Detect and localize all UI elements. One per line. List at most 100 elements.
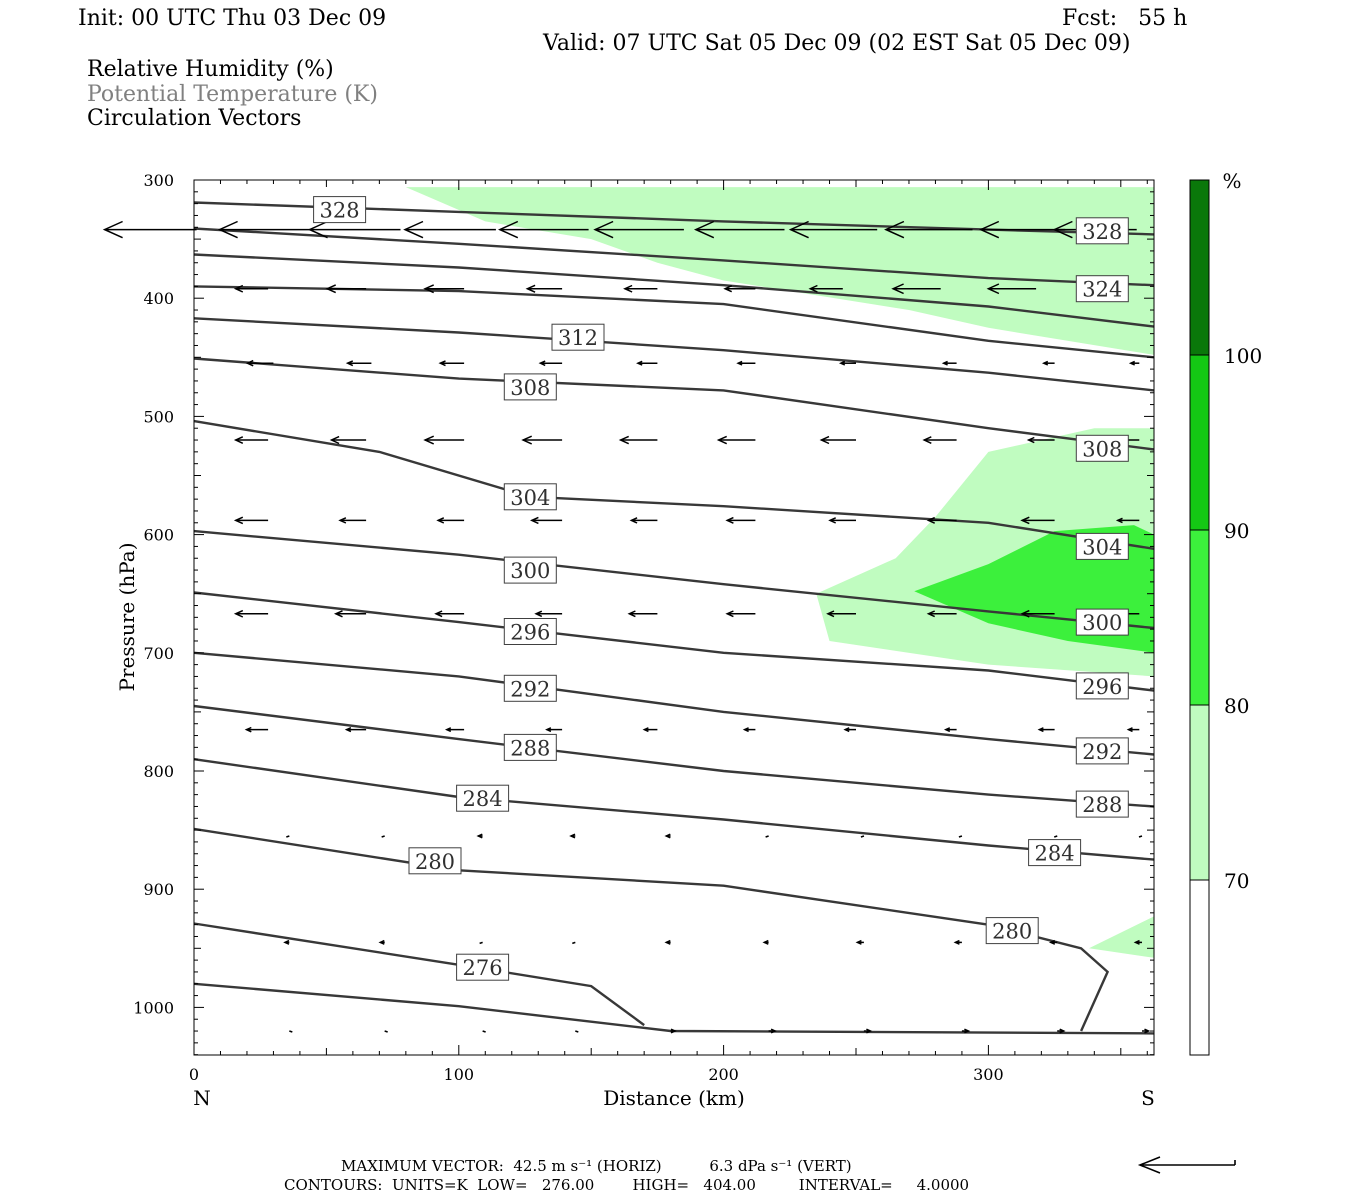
- vector-head: [245, 359, 254, 367]
- vector-head: [1048, 939, 1056, 945]
- vector-head: [476, 833, 483, 839]
- wind-vector: [444, 727, 465, 733]
- vector-head: [943, 727, 951, 733]
- vector-shaft: [286, 835, 290, 838]
- wind-vector: [525, 284, 563, 293]
- vector-head: [642, 727, 649, 733]
- vector-shaft: [860, 835, 865, 838]
- y-axis-title: Pressure (hPa): [115, 543, 139, 692]
- wind-vector: [826, 610, 856, 618]
- wind-vector: [742, 727, 756, 733]
- contour-label-280: 280: [408, 847, 462, 875]
- contour-label-text: 300: [510, 559, 550, 583]
- vector-head: [569, 833, 576, 839]
- wind-vector: [1020, 609, 1055, 618]
- contour-label-box: [985, 917, 1039, 945]
- wind-vector: [102, 220, 197, 239]
- wind-vector: [926, 610, 957, 618]
- wind-vector: [618, 435, 658, 445]
- vector-head: [978, 220, 1000, 239]
- wind-vector: [941, 360, 957, 366]
- wind-vector: [922, 436, 957, 444]
- vector-head: [770, 1028, 777, 1034]
- colorbar-unit: %: [1222, 169, 1241, 193]
- y-tick-label: 1000: [133, 998, 174, 1017]
- wind-vector: [768, 1028, 777, 1034]
- vector-shaft: [575, 1030, 579, 1033]
- vector-head: [819, 435, 830, 445]
- wind-vector: [1057, 1028, 1066, 1034]
- contour-label-300: 300: [1075, 608, 1129, 636]
- wind-vector: [545, 727, 563, 733]
- wind-vector: [345, 360, 372, 367]
- theta-contour-324: [193, 227, 1155, 287]
- contour-label-304: 304: [503, 483, 557, 511]
- contour-label-box: [1028, 839, 1082, 867]
- colorbar-level-label: 100: [1224, 344, 1262, 368]
- wind-vector: [423, 284, 465, 294]
- contour-label-text: 284: [1035, 842, 1075, 866]
- vector-head: [1020, 609, 1030, 618]
- vector-head: [891, 283, 904, 295]
- forecast-hour: Fcst: 55 h: [1062, 6, 1188, 31]
- vector-head: [664, 833, 671, 839]
- vector-head: [436, 517, 445, 524]
- colorbar-segment: [1190, 705, 1209, 880]
- theta-contour-292: [193, 651, 1155, 756]
- vector-head: [423, 435, 435, 445]
- wind-vector: [863, 1028, 873, 1034]
- x-tick-label: 200: [708, 1065, 739, 1084]
- wind-vector: [762, 939, 769, 945]
- vector-head: [545, 727, 552, 733]
- contour-label-text: 324: [1082, 278, 1122, 302]
- contour-label-text: 288: [1082, 793, 1122, 817]
- contour-label-296: 296: [1075, 672, 1129, 700]
- vector-head: [529, 516, 539, 525]
- wind-vector: [664, 833, 671, 839]
- wind-vector: [344, 727, 367, 733]
- wind-vector: [1041, 360, 1055, 366]
- vector-head: [884, 220, 905, 239]
- vector-head: [670, 1028, 677, 1034]
- wind-vector: [289, 1030, 293, 1033]
- wind-vector: [736, 360, 756, 366]
- wind-vector: [725, 516, 756, 524]
- contour-label-280: 280: [985, 917, 1039, 945]
- theta-contour-276: [193, 922, 645, 1027]
- wind-vector: [961, 1028, 971, 1034]
- contour-label-box: [1075, 737, 1129, 765]
- vector-head: [525, 284, 536, 293]
- theta-contour-320: [193, 253, 1155, 328]
- axis-layer: Distance (km) Pressure (hPa) N S 0 100 200…: [115, 171, 1155, 1110]
- vector-head: [1133, 939, 1140, 945]
- wind-vector: [1126, 727, 1140, 733]
- wind-vector: [569, 833, 576, 839]
- vector-head: [828, 517, 837, 524]
- wind-vector: [479, 941, 483, 945]
- wind-vector: [978, 220, 1066, 239]
- theta-contour-280: [193, 827, 1110, 1032]
- contour-label-288: 288: [1075, 790, 1129, 818]
- x-tick-label: 100: [444, 1065, 475, 1084]
- theta-contour-284: [193, 758, 1155, 861]
- field-title-rh: Relative Humidity (%): [87, 57, 334, 82]
- vector-head: [725, 516, 734, 524]
- vector-head: [623, 284, 633, 293]
- contour-label-text: 300: [1082, 611, 1122, 635]
- vector-head: [593, 220, 614, 239]
- wind-vector: [384, 1030, 388, 1033]
- vector-shaft: [384, 1030, 388, 1033]
- contour-label-box: [313, 196, 367, 224]
- wind-vector: [1138, 835, 1143, 838]
- vector-head: [964, 1028, 971, 1034]
- vector-head: [217, 220, 238, 239]
- wind-vector: [828, 517, 856, 524]
- colorbar-level-label: 70: [1224, 869, 1249, 893]
- theta-contour-308: [193, 357, 1155, 451]
- field-title-vectors: Circulation Vectors: [87, 106, 302, 131]
- wind-vector: [423, 435, 465, 445]
- wind-vector: [723, 285, 756, 293]
- x-end-label-north: N: [193, 1086, 211, 1110]
- contour-label-288: 288: [503, 733, 557, 761]
- vector-head: [986, 283, 1000, 295]
